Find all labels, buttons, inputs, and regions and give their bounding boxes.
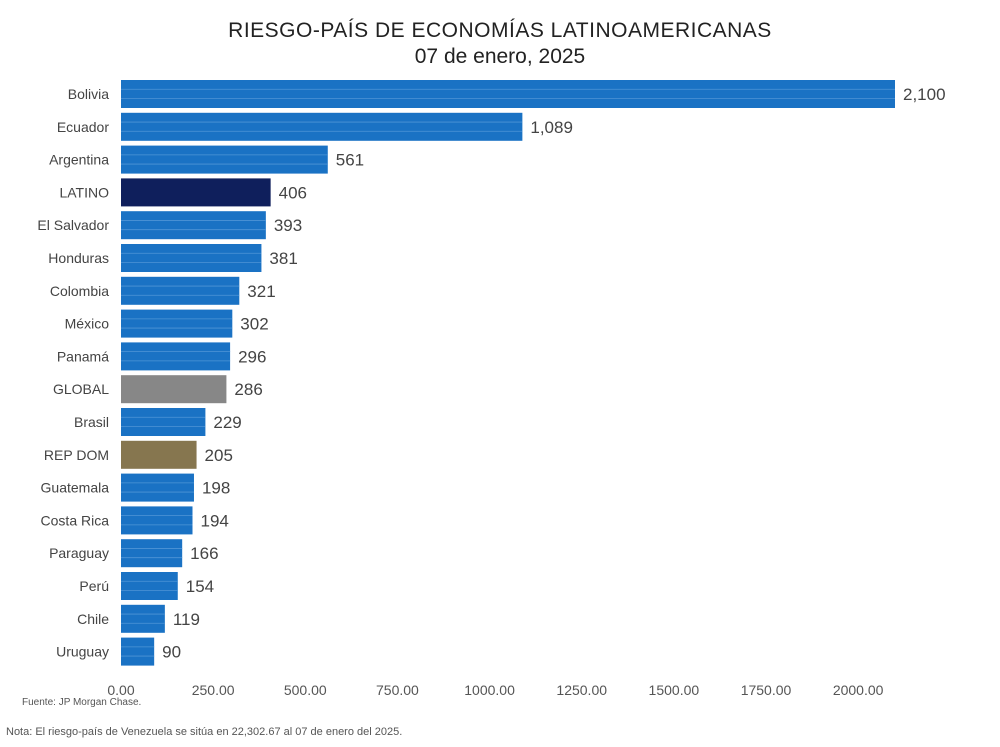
bar <box>121 473 194 502</box>
x-tick-label: 1500.00 <box>649 682 700 698</box>
bar <box>121 440 197 469</box>
data-label: 166 <box>190 544 218 563</box>
category-label: Argentina <box>49 152 109 168</box>
bar <box>121 80 895 108</box>
source-note: Fuente: JP Morgan Chase. <box>22 697 142 708</box>
data-label: 406 <box>279 183 307 202</box>
bar <box>121 539 183 568</box>
bar <box>121 244 262 272</box>
chart-title: RIESGO-PAÍS DE ECONOMÍAS LATINOAMERICANA… <box>228 19 772 42</box>
bar <box>121 276 240 305</box>
data-label: 381 <box>269 249 297 268</box>
x-tick-label: 1750.00 <box>741 682 792 698</box>
bar <box>121 375 227 404</box>
bar <box>121 342 231 371</box>
footnote: Nota: El riesgo-país de Venezuela se sit… <box>6 726 403 738</box>
data-label: 90 <box>162 643 181 662</box>
category-label: Uruguay <box>56 644 109 660</box>
bars-layer: Bolivia 2,100 Ecuador 1,089 Argentina 561 LATI… <box>37 80 946 666</box>
bar <box>121 408 206 436</box>
x-tick-label: 0.00 <box>107 682 134 698</box>
data-label: 561 <box>336 151 364 170</box>
x-tick-label: 500.00 <box>284 682 327 698</box>
category-label: Panamá <box>57 348 109 364</box>
bar <box>121 112 523 141</box>
data-label: 302 <box>240 315 268 334</box>
data-label: 321 <box>247 282 275 301</box>
data-label: 154 <box>186 577 214 596</box>
bar <box>121 572 178 600</box>
x-tick-label: 250.00 <box>192 682 235 698</box>
data-label: 194 <box>201 511 229 530</box>
data-label: 205 <box>205 446 233 465</box>
bar <box>121 145 328 174</box>
data-label: 286 <box>234 380 262 399</box>
data-label: 198 <box>202 479 230 498</box>
category-label: GLOBAL <box>53 381 109 397</box>
category-label: Colombia <box>50 283 109 299</box>
bar <box>121 309 233 338</box>
category-label: Paraguay <box>49 545 109 561</box>
x-tick-label: 750.00 <box>376 682 419 698</box>
category-label: Chile <box>77 611 109 627</box>
bar <box>121 211 266 240</box>
x-axis: 0.00 250.00 500.00 750.00 1000.00 1250.00 1500… <box>107 682 883 698</box>
bar <box>121 506 193 535</box>
category-label: Brasil <box>74 414 109 430</box>
category-label: Guatemala <box>41 480 110 496</box>
category-label: LATINO <box>59 184 109 200</box>
category-label: El Salvador <box>37 217 109 233</box>
x-tick-label: 1000.00 <box>464 682 515 698</box>
category-label: Perú <box>79 578 109 594</box>
chart-subtitle: 07 de enero, 2025 <box>414 45 586 68</box>
data-label: 2,100 <box>903 85 946 104</box>
bar <box>121 604 165 633</box>
data-label: 296 <box>238 347 266 366</box>
category-label: Ecuador <box>57 119 109 135</box>
data-label: 229 <box>213 413 241 432</box>
x-tick-label: 1250.00 <box>556 682 607 698</box>
data-label: 1,089 <box>530 118 573 137</box>
category-label: Costa Rica <box>41 512 110 528</box>
category-label: México <box>65 316 110 332</box>
category-label: REP DOM <box>44 447 109 463</box>
bar <box>121 637 155 666</box>
bar <box>121 178 271 207</box>
data-label: 393 <box>274 216 302 235</box>
category-label: Honduras <box>48 250 109 266</box>
data-label: 119 <box>173 610 200 629</box>
x-tick-label: 2000.00 <box>833 682 884 698</box>
category-label: Bolivia <box>68 86 109 102</box>
